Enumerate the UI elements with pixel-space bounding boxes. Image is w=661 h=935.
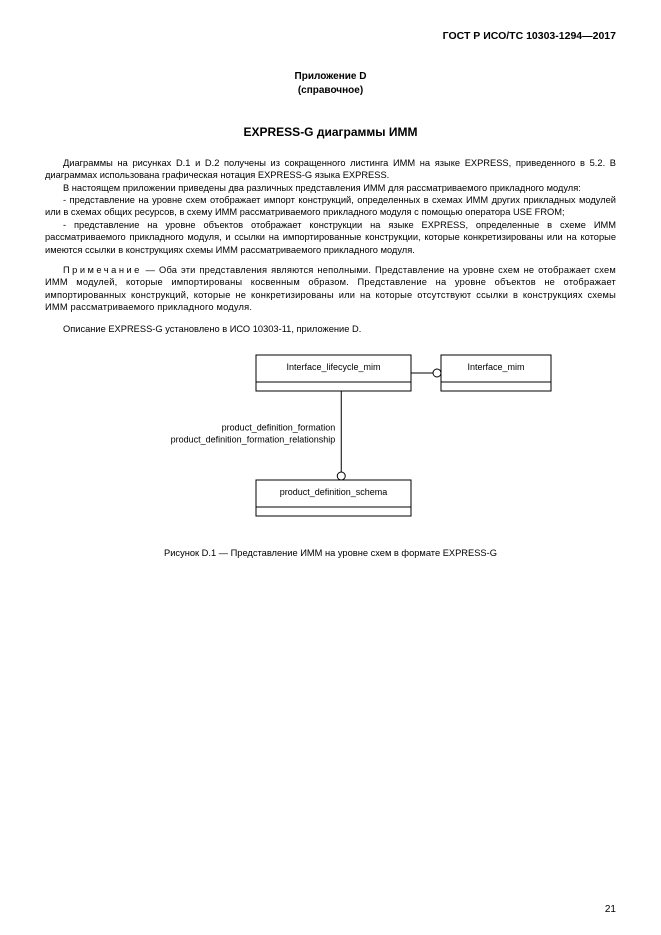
list-item-2: - представление на уровне объектов отобр… — [45, 219, 616, 256]
svg-text:product_definition_schema: product_definition_schema — [279, 487, 387, 497]
annex-line1: Приложение D — [45, 70, 616, 84]
annex-title: Приложение D (справочное) — [45, 70, 616, 97]
note: Примечание — Оба эти представления являю… — [45, 264, 616, 313]
paragraph-1: Диаграммы на рисунках D.1 и D.2 получены… — [45, 157, 616, 182]
doc-header: ГОСТ Р ИСО/ТС 10303-1294—2017 — [45, 30, 616, 42]
page-number: 21 — [605, 904, 616, 915]
expressg-diagram: Interface_lifecycle_mim Interface_mimprod… — [96, 355, 566, 530]
svg-text:product_definition_formation: product_definition_formation — [221, 422, 335, 432]
section-title: EXPRESS-G диаграммы ИММ — [45, 125, 616, 139]
paragraph-3: Описание EXPRESS-G установлено в ИСО 103… — [45, 323, 616, 335]
svg-text:Interface_lifecycle_mim: Interface_lifecycle_mim — [286, 362, 380, 372]
note-label: Примечание — [63, 265, 142, 275]
list-item-1: - представление на уровне схем отображае… — [45, 194, 616, 219]
svg-text:product_definition_formation_r: product_definition_formation_relationshi… — [170, 434, 335, 444]
paragraph-2: В настоящем приложении приведены два раз… — [45, 182, 616, 194]
figure-caption: Рисунок D.1 — Представление ИММ на уровн… — [45, 548, 616, 558]
annex-line2: (справочное) — [45, 84, 616, 98]
diagram: Interface_lifecycle_mim Interface_mimprod… — [45, 355, 616, 530]
svg-text:Interface_mim: Interface_mim — [467, 362, 524, 372]
